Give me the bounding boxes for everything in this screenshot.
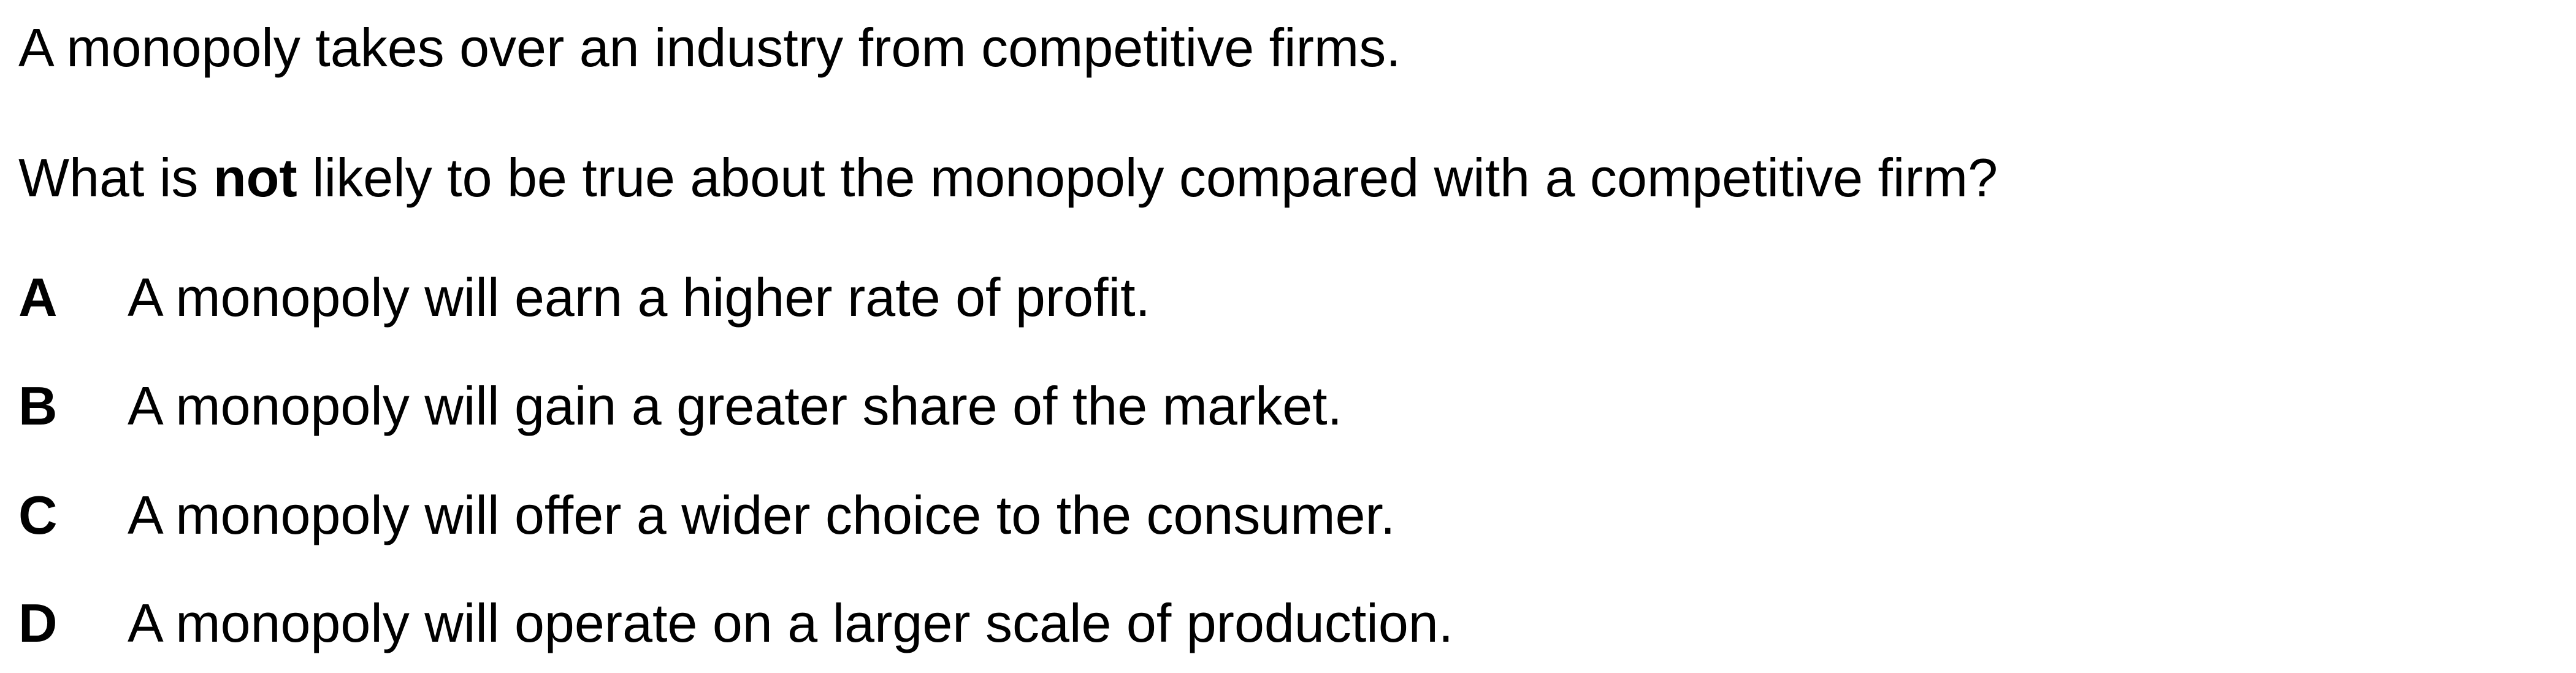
option-c-text: A monopoly will offer a wider choice to … bbox=[128, 485, 1396, 545]
question-prompt-start: What is bbox=[18, 147, 213, 208]
option-a-text: A monopoly will earn a higher rate of pr… bbox=[128, 267, 1151, 328]
option-a-letter: A bbox=[18, 267, 58, 328]
question-prompt-emphasis: not bbox=[213, 147, 297, 208]
question-prompt-end: likely to be true about the monopoly com… bbox=[297, 147, 1998, 208]
question-stem: A monopoly takes over an industry from c… bbox=[18, 17, 1401, 78]
option-b-letter: B bbox=[18, 375, 58, 436]
option-d-letter: D bbox=[18, 593, 58, 653]
option-d-text: A monopoly will operate on a larger scal… bbox=[128, 593, 1454, 653]
question-prompt: What is not likely to be true about the … bbox=[18, 147, 1998, 209]
option-c-letter: C bbox=[18, 485, 58, 545]
option-b-text: A monopoly will gain a greater share of … bbox=[128, 375, 1343, 436]
